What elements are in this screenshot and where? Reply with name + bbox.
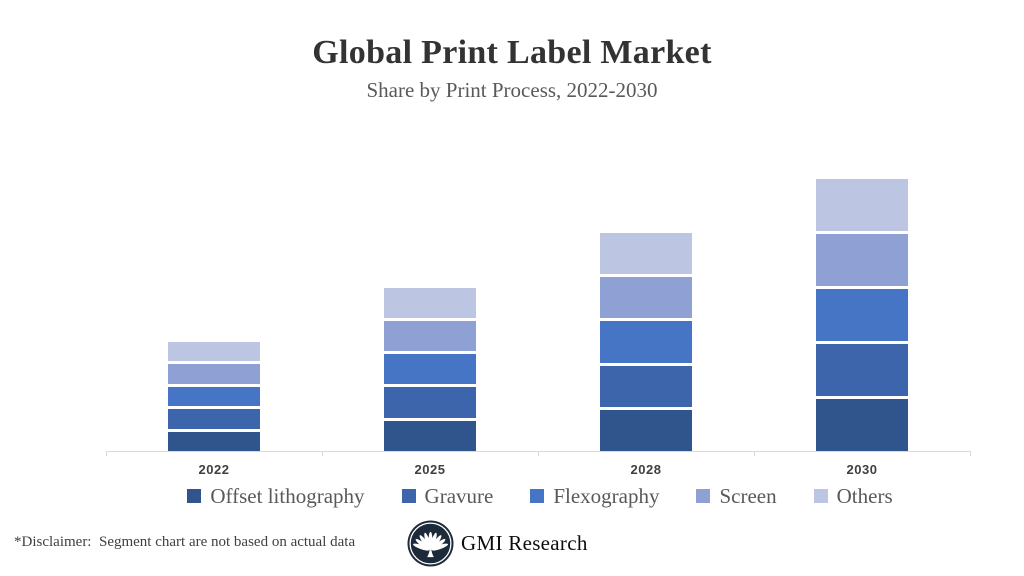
stacked-bar-2028 [600,232,692,451]
bar-segment-others [168,341,260,362]
bar-segment-flexography [816,288,908,341]
legend-item-offset-lithography: Offset lithography [187,483,365,509]
legend-label-offset-lithography: Offset lithography [210,483,365,508]
legend-label-gravure: Gravure [424,483,494,508]
bar-segment-screen [168,364,260,384]
x-axis-label-2028: 2028 [630,462,662,477]
disclaimer-text: *Disclaimer: Segment chart are not based… [14,534,356,550]
bar-segment-offset-lithography [168,431,260,451]
brand-lockup: GMI Research [407,519,588,568]
stacked-bar-2030 [816,178,908,451]
bar-segment-flexography [384,354,476,385]
chart-title: Global Print Label Market [312,34,712,71]
bar-segment-gravure [600,365,692,407]
gmi-logo-icon [407,520,454,567]
bar-segment-gravure [384,387,476,418]
brand-name: GMI Research [461,531,588,555]
x-axis-tick [754,451,755,456]
stacked-bar-2022 [168,341,260,451]
legend-item-others: Others [813,483,893,509]
stacked-bar-2025 [384,287,476,451]
x-axis-tick [970,451,971,456]
bar-segment-screen [600,277,692,319]
bar-segment-screen [816,233,908,286]
bar-segment-offset-lithography [816,398,908,451]
legend-item-flexography: Flexography [530,484,659,509]
legend-item-screen: Screen [696,483,777,509]
bar-segment-flexography [168,386,260,407]
legend-swatch-others [813,489,828,503]
bar-segment-screen [384,320,476,352]
legend-swatch-screen [696,489,711,503]
bar-segment-others [816,178,908,231]
chart-subtitle: Share by Print Process, 2022-2030 [366,78,658,102]
legend-label-screen: Screen [719,483,777,508]
bar-segment-flexography [600,321,692,363]
bar-segment-offset-lithography [600,409,692,451]
bar-segment-gravure [816,343,908,396]
legend: Offset lithography Gravure Flexography Scre… [80,481,1000,511]
legend-swatch-gravure [401,489,416,503]
x-axis-label-2030: 2030 [846,462,878,477]
bar-segment-others [384,287,476,318]
bar-segment-others [600,232,692,275]
legend-item-gravure: Gravure [401,483,494,509]
legend-label-others: Others [836,483,893,508]
x-axis-label-2022: 2022 [198,462,230,477]
x-axis-tick [106,451,107,456]
bar-segment-gravure [168,409,260,429]
bar-segment-offset-lithography [384,420,476,451]
x-axis-tick [322,451,323,456]
legend-swatch-offset-lithography [187,489,202,503]
x-axis-label-2025: 2025 [414,462,446,477]
x-axis-tick [538,451,539,456]
legend-swatch-flexography [530,489,545,503]
legend-label-flexography: Flexography [553,483,660,508]
